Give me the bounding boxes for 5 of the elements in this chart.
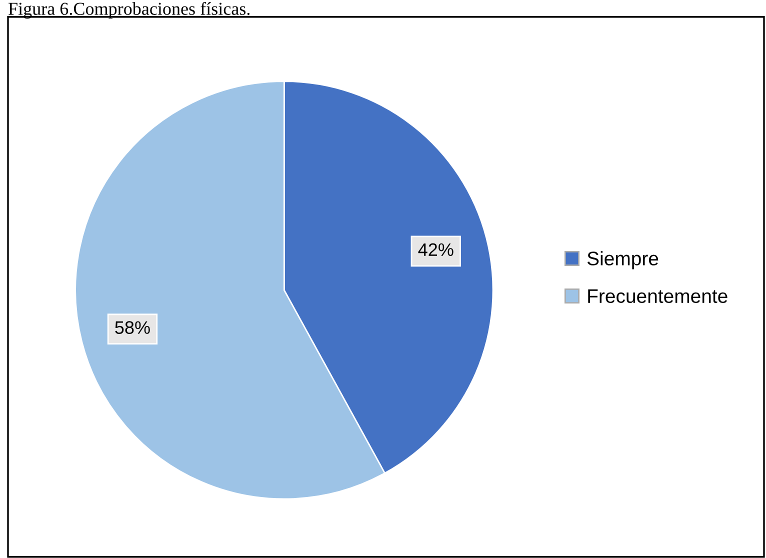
- legend-label: Frecuentemente: [588, 289, 728, 304]
- chart-title: Figura 6.Comprobaciones físicas.: [8, 2, 250, 19]
- data-label: 58%: [115, 321, 150, 334]
- legend-label: Siempre: [587, 251, 658, 270]
- data-label: 42%: [418, 243, 454, 256]
